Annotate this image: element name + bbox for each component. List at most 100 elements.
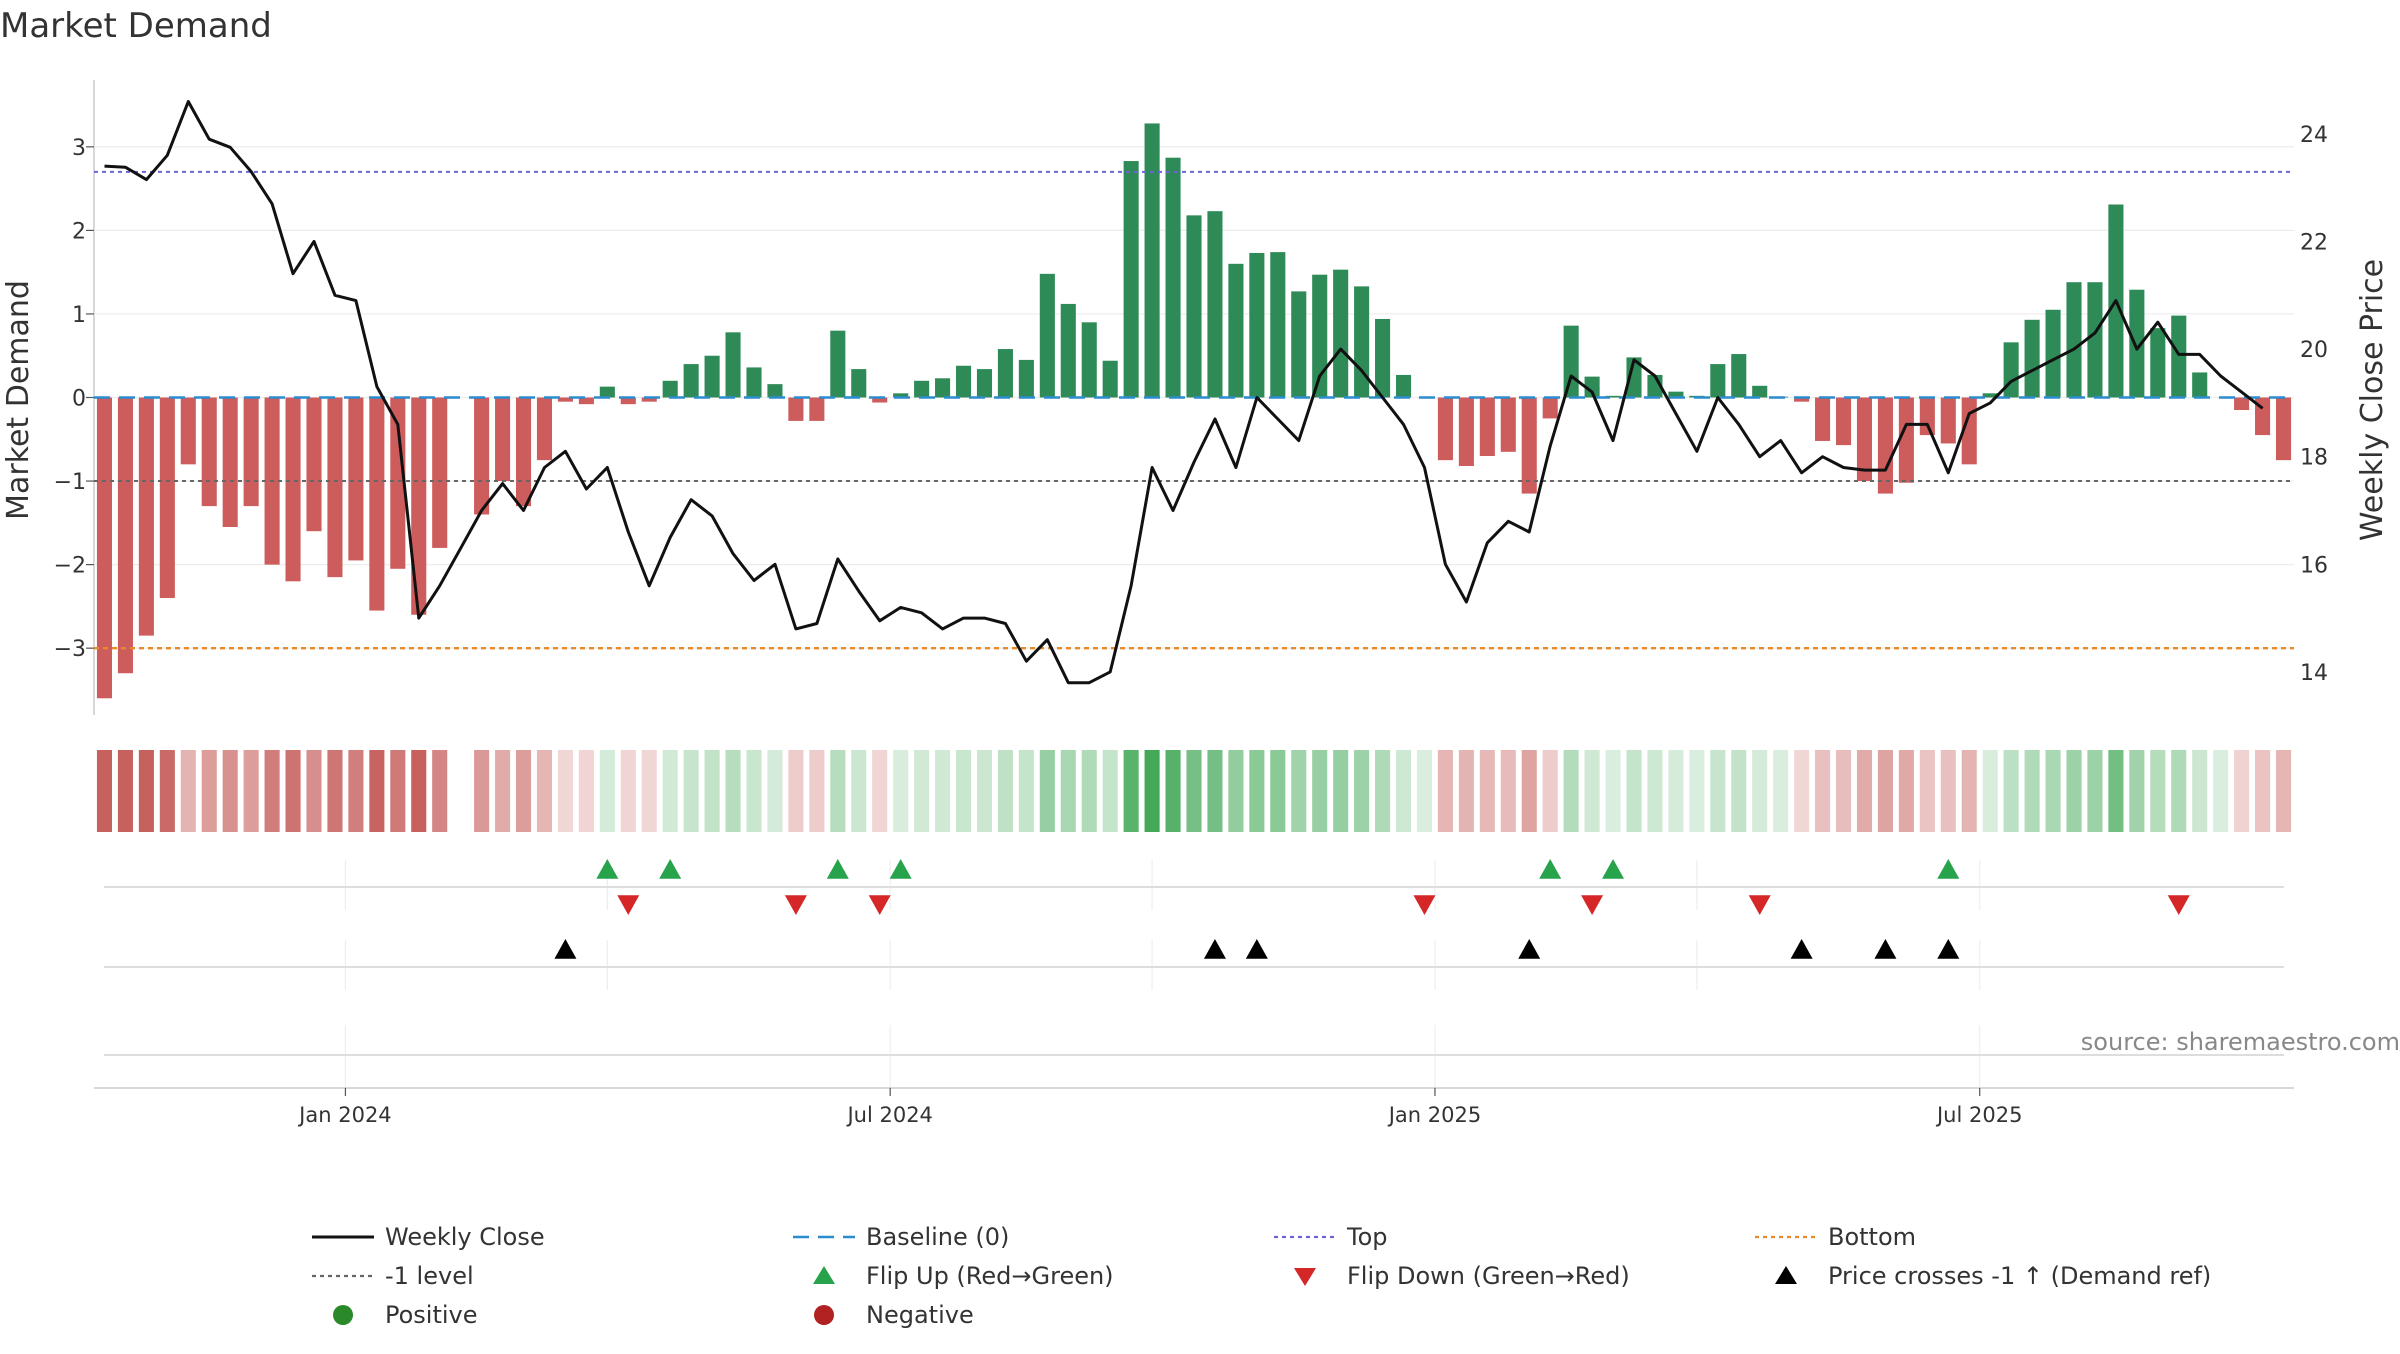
demand-heat-cell <box>1249 750 1265 832</box>
demand-heat-cell <box>2234 750 2250 832</box>
left-tick-label: −1 <box>54 470 86 495</box>
demand-bar <box>997 349 1013 398</box>
demand-bar <box>411 397 427 615</box>
x-tick-label: Jul 2024 <box>845 1103 932 1127</box>
demand-heat-cell <box>935 750 951 832</box>
demand-heat-cell <box>1102 750 1118 832</box>
demand-bar <box>1144 123 1160 398</box>
demand-heat-cell <box>788 750 804 832</box>
demand-heat-cell <box>1647 750 1663 832</box>
demand-bar <box>515 397 532 507</box>
demand-heat-cell <box>1856 750 1873 832</box>
price-cross-marker <box>1790 939 1813 959</box>
legend-item: Weekly Close <box>312 1223 545 1251</box>
demand-bar <box>1060 303 1076 398</box>
demand-bar <box>1835 397 1852 446</box>
demand-bar <box>285 397 301 582</box>
demand-heat-cell <box>704 750 720 832</box>
demand-heat-cell <box>1898 750 1914 832</box>
demand-heat-cell <box>1416 750 1433 832</box>
demand-heat-cell <box>1752 750 1768 832</box>
demand-bar <box>851 369 867 398</box>
demand-heat-cell <box>662 750 678 832</box>
demand-heat-cell <box>2255 750 2271 832</box>
demand-bar <box>495 397 511 482</box>
demand-bar <box>2003 342 2019 398</box>
demand-heat-cell <box>1794 750 1810 832</box>
demand-heat-cell <box>851 750 867 832</box>
legend-label: Bottom <box>1828 1223 1916 1251</box>
demand-heat-cell <box>746 750 762 832</box>
flip-down-marker <box>1748 895 1771 915</box>
demand-heat-cell <box>599 750 615 832</box>
demand-bar <box>809 397 825 421</box>
legend-item: -1 level <box>312 1262 474 1290</box>
demand-heat-cell <box>872 750 888 832</box>
demand-bar <box>1584 376 1600 398</box>
legend-item: Bottom <box>1755 1223 1916 1251</box>
right-tick-label: 18 <box>2300 446 2328 471</box>
demand-heat-cell <box>536 750 553 832</box>
demand-heat-cell <box>1835 750 1852 832</box>
demand-heat-cell <box>767 750 783 832</box>
legend-label: Flip Up (Red→Green) <box>866 1262 1114 1290</box>
demand-bar <box>1521 397 1537 494</box>
demand-heat-cell <box>1563 750 1579 832</box>
demand-heat-cell <box>578 750 594 832</box>
demand-bar <box>1081 322 1097 398</box>
demand-bar <box>1270 252 1286 398</box>
demand-heat-cell <box>2192 750 2208 832</box>
demand-heat-cell <box>1312 750 1328 832</box>
flip-up-marker <box>1539 859 1562 879</box>
demand-heat-cell <box>1584 750 1600 832</box>
demand-heat-cell <box>955 750 972 832</box>
demand-heat-cell <box>1919 750 1935 832</box>
demand-bar <box>1898 397 1914 483</box>
legend-item: Top <box>1274 1223 1388 1251</box>
source-label: source: sharemaestro.com <box>2081 1028 2400 1056</box>
flip-up-marker <box>659 859 682 879</box>
demand-bar <box>1794 397 1810 402</box>
flip-up-marker <box>826 859 849 879</box>
demand-bar <box>1710 364 1726 398</box>
demand-bar <box>1354 286 1370 398</box>
demand-heat-cell <box>914 750 930 832</box>
demand-heat-cell <box>1668 750 1684 832</box>
y-axis-label-left: Market Demand <box>1 280 36 520</box>
legend-label: Flip Down (Green→Red) <box>1347 1262 1630 1290</box>
demand-bar <box>914 380 930 398</box>
demand-bar <box>1542 397 1558 419</box>
demand-heat-cell <box>893 750 909 832</box>
demand-heat-cell <box>1165 750 1181 832</box>
demand-bar <box>955 365 972 398</box>
demand-bar <box>1165 157 1181 398</box>
demand-bar <box>327 397 343 578</box>
demand-heat-cell <box>390 750 406 832</box>
flip-down-marker <box>868 895 891 915</box>
demand-heat-cell <box>1228 750 1244 832</box>
demand-bar <box>1039 273 1055 398</box>
demand-bar <box>557 397 573 402</box>
demand-bar <box>1312 274 1328 398</box>
demand-bar <box>2192 372 2208 398</box>
demand-heat-cell <box>306 750 322 832</box>
demand-bar <box>1563 325 1579 398</box>
demand-bar <box>1395 374 1412 398</box>
demand-bar <box>2066 282 2082 398</box>
weekly-close-line <box>104 100 2264 685</box>
left-tick-label: 2 <box>72 219 86 244</box>
demand-heat-cell <box>1375 750 1391 832</box>
left-tick-label: −3 <box>54 637 86 662</box>
demand-bar <box>2087 282 2103 398</box>
demand-heat-cell <box>557 750 573 832</box>
demand-bar <box>369 397 385 611</box>
demand-heat-cell <box>976 750 993 832</box>
demand-bar <box>2171 315 2187 398</box>
demand-heat-cell <box>201 750 217 832</box>
price-cross-marker <box>1518 939 1541 959</box>
demand-bar <box>1123 161 1139 398</box>
demand-heat-cell <box>1333 750 1349 832</box>
flip-down-marker <box>1581 895 1604 915</box>
demand-heat-cell <box>2003 750 2019 832</box>
